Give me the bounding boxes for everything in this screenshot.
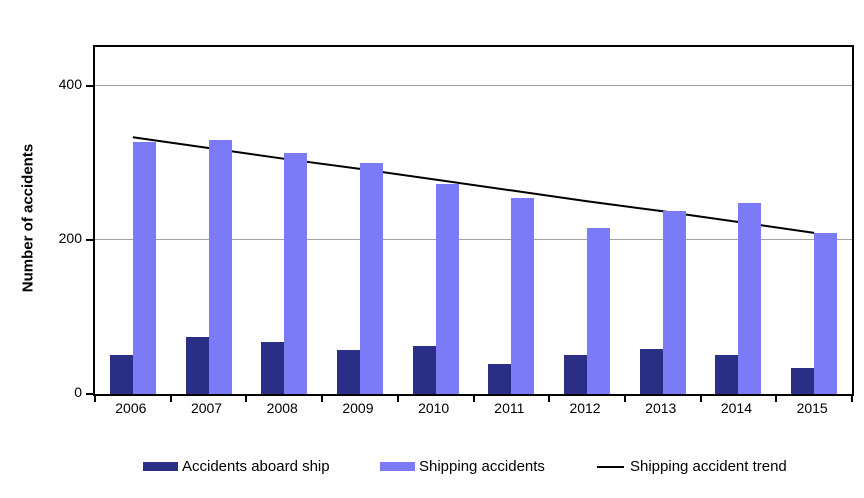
x-axis-tick [775,396,778,402]
bar-accidents-aboard-ship-2015 [791,367,815,394]
bar-accidents-aboard-ship-2010 [412,346,436,394]
bar-accidents-aboard-ship-2013 [639,348,663,394]
x-axis-tick-label-2008: 2008 [266,400,298,416]
legend-line-shipping-accident-trend [597,466,624,468]
bar-accidents-aboard-ship-2006 [109,354,133,394]
bar-shipping-accidents-2006 [132,141,156,394]
legend-label-shipping-accident-trend: Shipping accident trend [630,458,787,475]
x-axis-tick [851,396,853,402]
y-axis-tick-label-400: 400 [58,75,82,92]
bar-shipping-accidents-2013 [662,211,686,394]
y-axis-tick [86,393,93,395]
bar-accidents-aboard-ship-2009 [336,350,360,394]
x-axis-tick-label-2009: 2009 [342,400,374,416]
x-axis-tick [623,396,626,402]
x-axis-tick [472,396,475,402]
bar-shipping-accidents-2010 [435,183,459,394]
gridline-200 [95,239,852,241]
x-axis-tick-label-2013: 2013 [645,400,677,416]
x-axis-tick-label-2007: 2007 [190,400,223,416]
bar-shipping-accidents-2014 [738,202,762,394]
bar-shipping-accidents-2008 [284,152,308,394]
legend-label-shipping-accidents: Shipping accidents [419,458,545,475]
bar-accidents-aboard-ship-2012 [564,354,588,394]
y-axis-tick [86,84,93,87]
x-axis-tick [548,396,551,402]
x-axis-tick [699,396,702,402]
y-axis-tick-label-0: 0 [74,384,82,400]
bar-accidents-aboard-ship-2008 [261,341,285,394]
bar-accidents-aboard-ship-2011 [488,363,512,394]
bar-shipping-accidents-2009 [359,162,383,394]
x-axis-tick [169,396,172,402]
x-axis-tick-label-2014: 2014 [720,400,753,416]
bar-shipping-accidents-2015 [814,232,838,394]
plot-area [86,45,854,402]
x-axis-tick [94,396,96,402]
bar-shipping-accidents-2012 [587,228,611,394]
x-axis-tick-label-2012: 2012 [569,400,601,416]
x-axis-tick-label-2010: 2010 [418,400,450,416]
bar-accidents-aboard-ship-2007 [185,336,209,394]
x-axis-tick [321,396,324,402]
bar-accidents-aboard-ship-2014 [715,354,739,394]
x-axis-tick [396,396,399,402]
y-axis-tick-label-200: 200 [58,229,82,246]
x-axis-tick-label-2015: 2015 [796,400,828,416]
x-axis-tick [245,396,248,402]
y-axis-title: Number of accidents [19,143,37,293]
x-axis-tick-label-2006: 2006 [115,400,147,416]
legend-swatch-shipping-accidents [380,462,415,471]
bar-shipping-accidents-2007 [208,139,232,394]
legend-swatch-accidents-aboard-ship [143,462,178,471]
gridline-400 [95,85,852,87]
bar-shipping-accidents-2011 [511,198,535,394]
legend-label-accidents-aboard-ship: Accidents aboard ship [182,458,330,475]
y-axis-tick [86,238,93,241]
x-axis-tick-label-2011: 2011 [494,400,525,416]
